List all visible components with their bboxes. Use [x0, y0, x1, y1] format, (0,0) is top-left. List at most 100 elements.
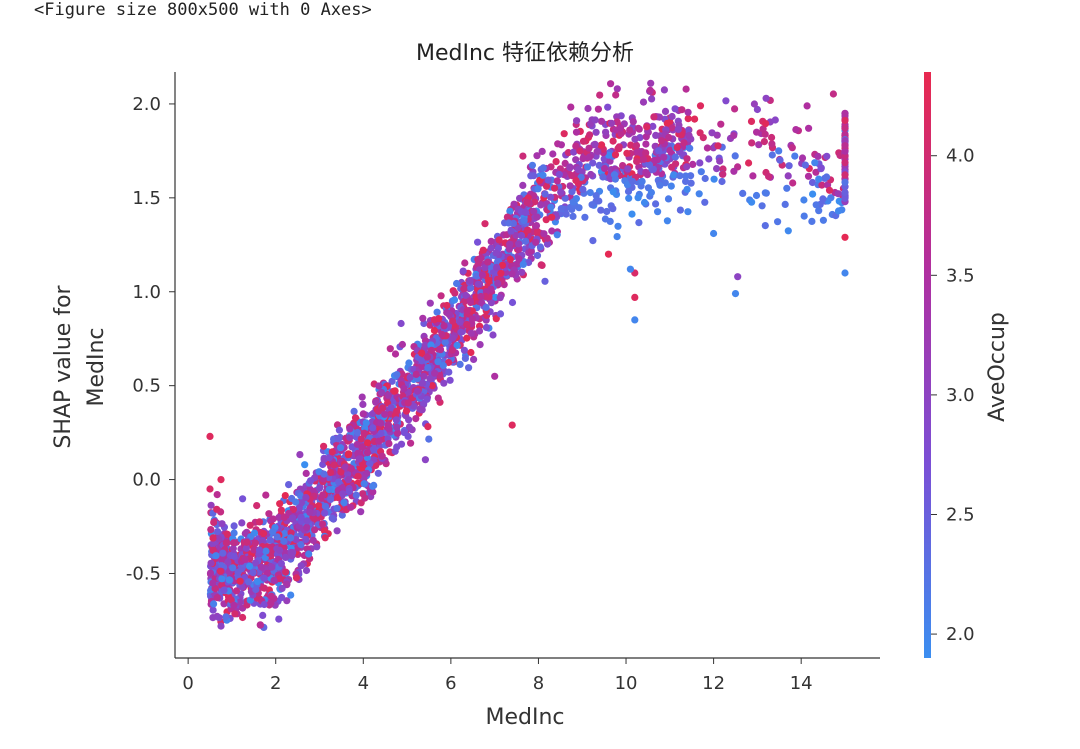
- scatter-point: [477, 292, 485, 301]
- scatter-point: [461, 354, 469, 362]
- scatter-point: [377, 419, 385, 427]
- scatter-point: [430, 326, 438, 335]
- scatter-point: [377, 429, 385, 437]
- scatter-point: [503, 213, 511, 221]
- scatter-point: [664, 195, 673, 203]
- scatter-point: [353, 428, 362, 437]
- scatter-point: [287, 534, 295, 542]
- scatter-point: [508, 421, 516, 429]
- scatter-point: [206, 432, 214, 440]
- scatter-point: [392, 416, 400, 424]
- scatter-point: [218, 520, 226, 528]
- scatter-point: [731, 290, 740, 298]
- scatter-point: [215, 535, 223, 543]
- scatter-point: [216, 567, 225, 575]
- scatter-point: [281, 553, 290, 562]
- scatter-point: [328, 448, 336, 456]
- scatter-point: [346, 425, 354, 433]
- scatter-point: [594, 148, 602, 156]
- scatter-point: [589, 159, 597, 167]
- scatter-point: [717, 120, 725, 128]
- scatter-point: [388, 377, 396, 385]
- scatter-point: [386, 345, 394, 353]
- scatter-point: [542, 182, 551, 190]
- scatter-point: [814, 152, 822, 160]
- scatter-point: [478, 271, 487, 279]
- scatter-point: [445, 368, 453, 376]
- scatter-point: [345, 487, 353, 495]
- scatter-point: [819, 216, 828, 224]
- scatter-point: [635, 125, 643, 133]
- scatter-point: [800, 212, 808, 220]
- scatter-point: [701, 198, 709, 206]
- scatter-point: [384, 421, 392, 429]
- scatter-point: [747, 117, 756, 125]
- scatter-point: [539, 171, 547, 179]
- scatter-point: [557, 205, 565, 213]
- scatter-point: [210, 518, 218, 527]
- scatter-point: [670, 171, 678, 179]
- scatter-point: [256, 621, 264, 629]
- scatter-point: [428, 382, 436, 390]
- scatter-point: [449, 317, 457, 325]
- scatter-point: [473, 272, 481, 280]
- scatter-point: [579, 155, 587, 163]
- scatter-point: [337, 468, 345, 476]
- scatter-point: [586, 189, 594, 197]
- scatter-point: [602, 128, 610, 136]
- scatter-point: [543, 240, 552, 248]
- scatter-point: [549, 150, 557, 158]
- scatter-point: [548, 227, 556, 235]
- scatter-point: [629, 177, 637, 186]
- scatter-point: [627, 141, 635, 149]
- scatter-point: [443, 301, 451, 310]
- scatter-point: [468, 315, 476, 323]
- scatter-point: [302, 469, 310, 477]
- scatter-point: [277, 560, 285, 568]
- scatter-point: [658, 137, 666, 145]
- scatter-point: [708, 129, 716, 137]
- scatter-point: [652, 131, 660, 139]
- scatter-point: [285, 481, 293, 489]
- scatter-point: [355, 455, 363, 463]
- scatter-point: [229, 564, 237, 572]
- scatter-point: [354, 472, 362, 480]
- scatter-point: [404, 399, 412, 407]
- scatter-point: [633, 157, 641, 165]
- y-tick-label: 2.0: [132, 94, 161, 115]
- scatter-point: [748, 139, 756, 147]
- scatter-point: [655, 113, 664, 121]
- scatter-point: [701, 174, 709, 183]
- scatter-point: [346, 433, 354, 442]
- scatter-point: [841, 109, 849, 117]
- scatter-point: [496, 294, 504, 302]
- y-tick-label: -0.5: [126, 563, 161, 584]
- scatter-point: [328, 514, 336, 522]
- scatter-point: [749, 172, 757, 180]
- scatter-point: [626, 126, 634, 134]
- scatter-point: [762, 94, 770, 102]
- scatter-point: [619, 162, 627, 170]
- scatter-point: [311, 526, 319, 534]
- scatter-point: [510, 200, 518, 208]
- scatter-point: [592, 192, 600, 200]
- scatter-point: [640, 198, 649, 207]
- scatter-point: [462, 291, 470, 299]
- scatter-point: [722, 97, 730, 105]
- scatter-point: [785, 162, 793, 170]
- scatter-point: [385, 440, 393, 448]
- scatter-point: [586, 120, 595, 128]
- scatter-point: [560, 130, 568, 138]
- scatter-point: [278, 584, 286, 593]
- scatter-point: [492, 315, 500, 323]
- scatter-point: [433, 308, 441, 316]
- scatter-point: [434, 358, 442, 366]
- scatter-point: [280, 537, 288, 545]
- scatter-point: [613, 85, 621, 93]
- scatter-point: [466, 297, 474, 305]
- scatter-point: [478, 299, 486, 307]
- scatter-point: [363, 449, 372, 457]
- scatter-point: [269, 515, 277, 523]
- scatter-point: [652, 200, 660, 208]
- scatter-point: [438, 330, 446, 339]
